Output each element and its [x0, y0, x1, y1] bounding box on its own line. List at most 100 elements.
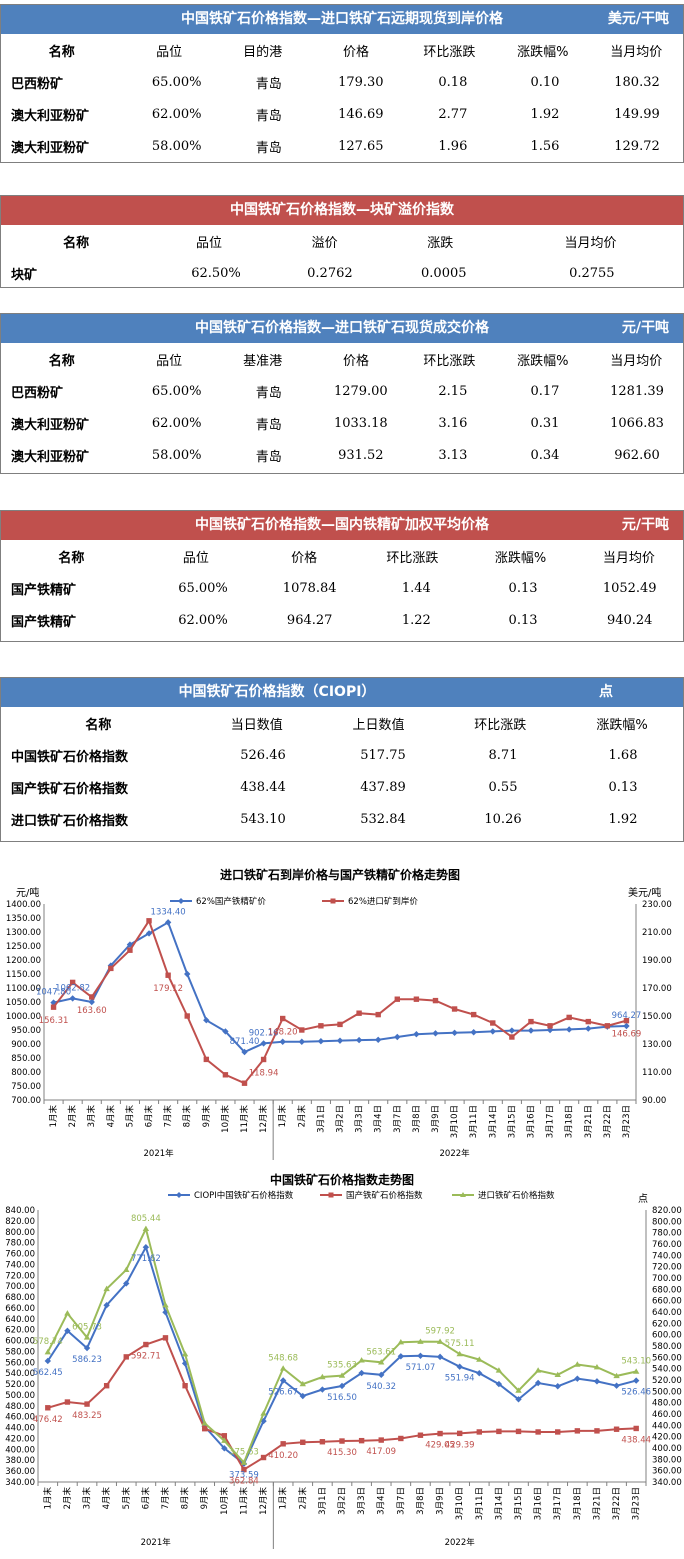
y-tick-label-left: 800.00 [11, 1068, 41, 1078]
data-point [162, 1335, 169, 1341]
data-label: 146.69 [612, 1030, 642, 1040]
y-tick-label-left: 820.00 [5, 1217, 35, 1227]
column-headers: 名称 品位 基准港 价格 环比涨跌 涨跌幅% 当月均价 [1, 343, 683, 375]
data-point [515, 1428, 522, 1435]
table-row: 巴西粉矿 65.00% 青岛 179.30 0.18 0.10 180.32 [1, 66, 683, 98]
table-unit: 美元/干吨 [607, 11, 669, 27]
table-row: 澳大利亚粉矿 62.00% 青岛 1033.18 3.16 0.31 1066.… [1, 407, 683, 439]
data-point [574, 1361, 581, 1367]
data-point [317, 1038, 325, 1045]
header-cell: 名称 [48, 353, 75, 369]
table-row: 国产铁矿石价格指数 438.44 437.89 0.55 0.13 [1, 771, 683, 803]
x-tick-label: 3月4日 [377, 1487, 387, 1515]
data-point [103, 1285, 110, 1292]
year-label: 2021年 [141, 1537, 172, 1548]
data-label: 410.20 [268, 1451, 298, 1461]
cell: 0.34 [530, 447, 560, 463]
cell: 1033.18 [333, 415, 388, 431]
y-tick-label-left: 1400.00 [6, 900, 41, 910]
row-name: 国产铁精矿 [11, 614, 77, 630]
y-tick-label-right: 660.00 [652, 1297, 682, 1307]
x-tick-label: 3月18日 [573, 1487, 583, 1520]
data-point [496, 1428, 502, 1435]
y-tick-label-right: 720.00 [652, 1263, 682, 1273]
y-tick-label-right: 600.00 [652, 1331, 682, 1341]
data-label: 805.44 [131, 1214, 161, 1224]
data-label: 373.59 [229, 1471, 259, 1481]
data-point [374, 1036, 382, 1043]
data-point [298, 1038, 306, 1045]
cell: 0.10 [530, 74, 560, 90]
y-tick-label-left: 520.00 [5, 1380, 35, 1390]
y-tick-label-left: 620.00 [5, 1326, 35, 1336]
cell: 65.00% [151, 383, 202, 399]
header-cell: 名称 [48, 44, 75, 60]
data-point [613, 1372, 620, 1379]
cell: 437.89 [360, 779, 406, 795]
y-tick-label-right: 170.00 [642, 984, 672, 994]
x-tick-label: 3月15日 [507, 1105, 517, 1138]
y-tick-label-left: 900.00 [11, 1040, 41, 1050]
data-point [260, 1040, 267, 1047]
y-tick-label-left: 840.00 [5, 1206, 35, 1216]
data-point [413, 1031, 420, 1038]
y-tick-label-left: 750.00 [11, 1082, 41, 1092]
cell: 2.77 [438, 106, 468, 122]
header-cell: 当月均价 [564, 235, 617, 251]
data-point [336, 1037, 344, 1044]
data-label: 415.30 [327, 1448, 357, 1458]
x-tick-label: 3月1日 [316, 1105, 326, 1133]
data-point [593, 1364, 601, 1370]
data-label: 526.46 [621, 1388, 651, 1398]
data-label: 375.63 [229, 1448, 259, 1458]
cell: 1.92 [530, 106, 560, 122]
legend-label: 62%进口矿到岸价 [348, 896, 418, 907]
y-tick-label-left: 1250.00 [6, 942, 41, 952]
y-tick-label-left: 800.00 [5, 1228, 35, 1238]
row-name: 巴西粉矿 [11, 76, 64, 92]
y-tick-label-left: 340.00 [5, 1478, 35, 1488]
y-tick-label-left: 660.00 [5, 1304, 35, 1314]
data-label: 438.44 [621, 1435, 651, 1445]
x-tick-label: 3月14日 [488, 1105, 498, 1138]
x-tick-label: 3月7日 [396, 1487, 406, 1515]
table-row: 国产铁精矿 65.00% 1078.84 1.44 0.13 1052.49 [1, 572, 683, 604]
data-label: 605.73 [72, 1322, 102, 1332]
data-label: 417.09 [366, 1447, 396, 1457]
header-cell: 环比涨跌 [474, 717, 527, 733]
cell: 543.10 [240, 811, 286, 827]
data-point [83, 1334, 91, 1340]
data-point [417, 1432, 424, 1438]
data-point [394, 996, 400, 1002]
x-tick-label: 9月末 [201, 1105, 212, 1128]
cell: 0.2762 [307, 265, 353, 281]
legend-label: 进口铁矿石价格指数 [478, 1190, 555, 1201]
cell: 青岛 [255, 417, 282, 433]
data-point [413, 996, 420, 1002]
y-tick-label-right: 560.00 [652, 1353, 682, 1363]
x-tick-label: 3月16日 [534, 1487, 544, 1520]
x-tick-label: 1月末 [278, 1487, 289, 1510]
column-headers: 名称 品位 溢价 涨跌 当月均价 [1, 225, 683, 257]
row-name: 澳大利亚粉矿 [11, 140, 90, 156]
y-tick-label-left: 380.00 [5, 1456, 35, 1466]
cell: 青岛 [255, 76, 282, 92]
data-point [375, 1011, 381, 1018]
data-point [554, 1383, 561, 1390]
header-cell: 当月均价 [602, 550, 655, 566]
y-tick-label-right: 800.00 [652, 1217, 682, 1227]
y-tick-label-right: 90.00 [642, 1096, 666, 1106]
header-cell: 价格 [343, 44, 370, 60]
header-cell: 涨跌幅% [596, 717, 648, 733]
data-label: 1047.80 [36, 988, 71, 998]
legend-label: 62%国产铁精矿价 [196, 896, 266, 907]
data-point [319, 1386, 326, 1393]
header-cell: 名称 [85, 717, 112, 733]
data-point [490, 1020, 496, 1026]
data-label: 148.20 [268, 1028, 298, 1038]
cell: 1.22 [401, 612, 431, 628]
header-cell: 名称 [63, 235, 90, 251]
series-line [53, 920, 627, 1054]
table-row: 进口铁矿石价格指数 543.10 532.84 10.26 1.92 [1, 803, 683, 835]
cell: 127.65 [338, 138, 384, 154]
